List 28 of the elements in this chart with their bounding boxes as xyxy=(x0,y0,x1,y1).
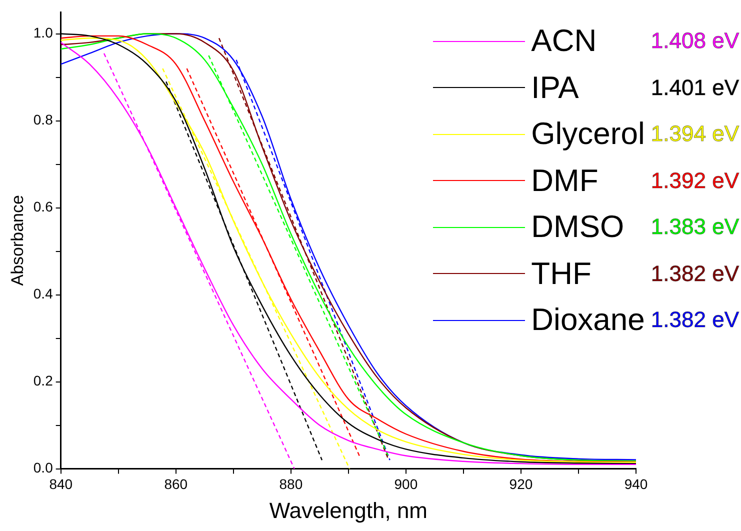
y-tick-label: 1.0 xyxy=(33,24,54,41)
x-tick-label: 920 xyxy=(509,476,533,492)
x-axis-title: Wavelength, nm xyxy=(269,498,428,523)
text: 1.382 eV xyxy=(650,260,739,287)
text: 1.383 eV xyxy=(650,214,739,240)
text: 1.408 eV xyxy=(650,28,739,54)
y-tick-label: 0.8 xyxy=(33,112,54,128)
legend-label: Glycerol xyxy=(531,115,645,153)
y-tick-label: 0.6 xyxy=(33,198,54,215)
legend-label: DMSO xyxy=(531,208,626,246)
legend-label: THF xyxy=(531,254,592,292)
y-tick-label: 0.4 xyxy=(33,286,54,302)
x-tick-label: 840 xyxy=(49,476,73,492)
legend-label: DMF xyxy=(531,162,600,200)
text: 1.401 eV xyxy=(650,74,739,101)
legend-label: Dioxane xyxy=(531,301,645,339)
y-tick-label: 0.2 xyxy=(33,372,54,389)
y-tick-label: 0.0 xyxy=(33,460,54,476)
x-tick-label: 860 xyxy=(164,476,188,492)
legend-label: IPA xyxy=(531,68,580,106)
x-tick-label: 940 xyxy=(624,476,648,492)
text: 1.394 eV xyxy=(650,121,739,148)
x-tick-label: 880 xyxy=(279,476,303,492)
x-tick-label: 900 xyxy=(394,476,418,492)
text: 1.392 eV xyxy=(650,168,739,194)
legend-label: ACN xyxy=(531,22,598,60)
y-axis-title: Absorbance xyxy=(8,195,27,286)
text: 1.382 eV xyxy=(650,307,739,334)
